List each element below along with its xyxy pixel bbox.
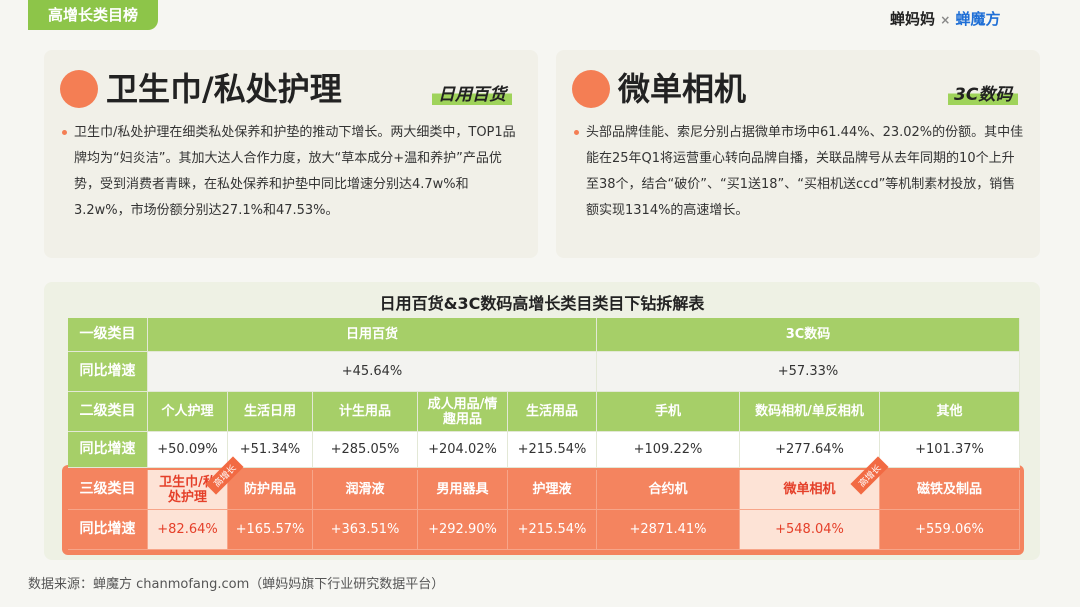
table-cell: +292.90% [418, 510, 508, 550]
table-cell: 数码相机/单反相机 [740, 392, 880, 432]
table-cell: +548.04% [740, 510, 880, 550]
table-cell: +82.64% [148, 510, 228, 550]
table-cell: 计生用品 [313, 392, 418, 432]
table-cell: +101.37% [880, 432, 1020, 468]
card-text: 卫生巾/私处护理在细类私处保养和护垫的推动下增长。两大细类中，TOP1品牌均为“… [62, 120, 524, 224]
card: 微单相机 3C数码 头部品牌佳能、索尼分别占据微单市场中61.44%、23.02… [556, 50, 1040, 258]
table-cell: 3C数码 [597, 318, 1020, 352]
table-cell: +2871.41% [597, 510, 740, 550]
table-cell: 生活日用 [228, 392, 313, 432]
table-cell: 磁铁及制品 [880, 470, 1020, 510]
table-cell: 一级类目 [68, 318, 148, 352]
table-cell: +109.22% [597, 432, 740, 468]
card-text: 头部品牌佳能、索尼分别占据微单市场中61.44%、23.02%的份额。其中佳能在… [574, 120, 1026, 224]
table-cell: 日用百货 [148, 318, 597, 352]
table-cell: 同比增速 [68, 432, 148, 468]
footer: 数据来源：蝉魔方 chanmofang.com（蝉妈妈旗下行业研究数据平台） [28, 577, 445, 592]
table-cell: 护理液 [508, 470, 597, 510]
table-cell: 润滑液 [313, 470, 418, 510]
logo-right: 蝉魔方 [955, 10, 1001, 28]
card-tag: 日用百货 [432, 80, 512, 105]
table-cell: +57.33% [597, 352, 1020, 392]
table-cell: 合约机 [597, 470, 740, 510]
table-cell: +285.05% [313, 432, 418, 468]
table-cell: 成人用品/情趣用品 [418, 392, 508, 432]
table-cell: +45.64% [148, 352, 597, 392]
table-cell: 其他 [880, 392, 1020, 432]
logo-sep: × [940, 13, 951, 27]
table-cell: 男用器具 [418, 470, 508, 510]
table-cell: 防护用品 [228, 470, 313, 510]
logo: 蝉妈妈 × 蝉魔方 [890, 8, 1001, 29]
table-cell: +559.06% [880, 510, 1020, 550]
table-cell: +204.02% [418, 432, 508, 468]
table-cell: +51.34% [228, 432, 313, 468]
icon [60, 70, 98, 108]
table-cell: 个人护理 [148, 392, 228, 432]
card-tag: 3C数码 [948, 80, 1019, 105]
table-title: 日用百货&3C数码高增长类目类目下钻拆解表 [379, 294, 705, 313]
icon [572, 70, 610, 108]
table-cell: 三级类目 [68, 470, 148, 510]
table-cell: 同比增速 [68, 352, 148, 392]
table-cell: +363.51% [313, 510, 418, 550]
table-cell: +215.54% [508, 510, 597, 550]
table-cell: +50.09% [148, 432, 228, 468]
card-title: 微单相机 [618, 70, 747, 108]
table-cell: 手机 [597, 392, 740, 432]
table-cell: +215.54% [508, 432, 597, 468]
header-tag: 高增长类目榜 [28, 0, 158, 30]
table-cell: 生活用品 [508, 392, 597, 432]
table-cell: 同比增速 [68, 510, 148, 550]
table-cell: +277.64% [740, 432, 880, 468]
card-title: 卫生巾/私处护理 [106, 70, 342, 108]
logo-left: 蝉妈妈 [890, 10, 936, 28]
table-cell: +165.57% [228, 510, 313, 550]
table-cell: 二级类目 [68, 392, 148, 432]
card: 卫生巾/私处护理 日用百货 卫生巾/私处护理在细类私处保养和护垫的推动下增长。两… [44, 50, 538, 258]
